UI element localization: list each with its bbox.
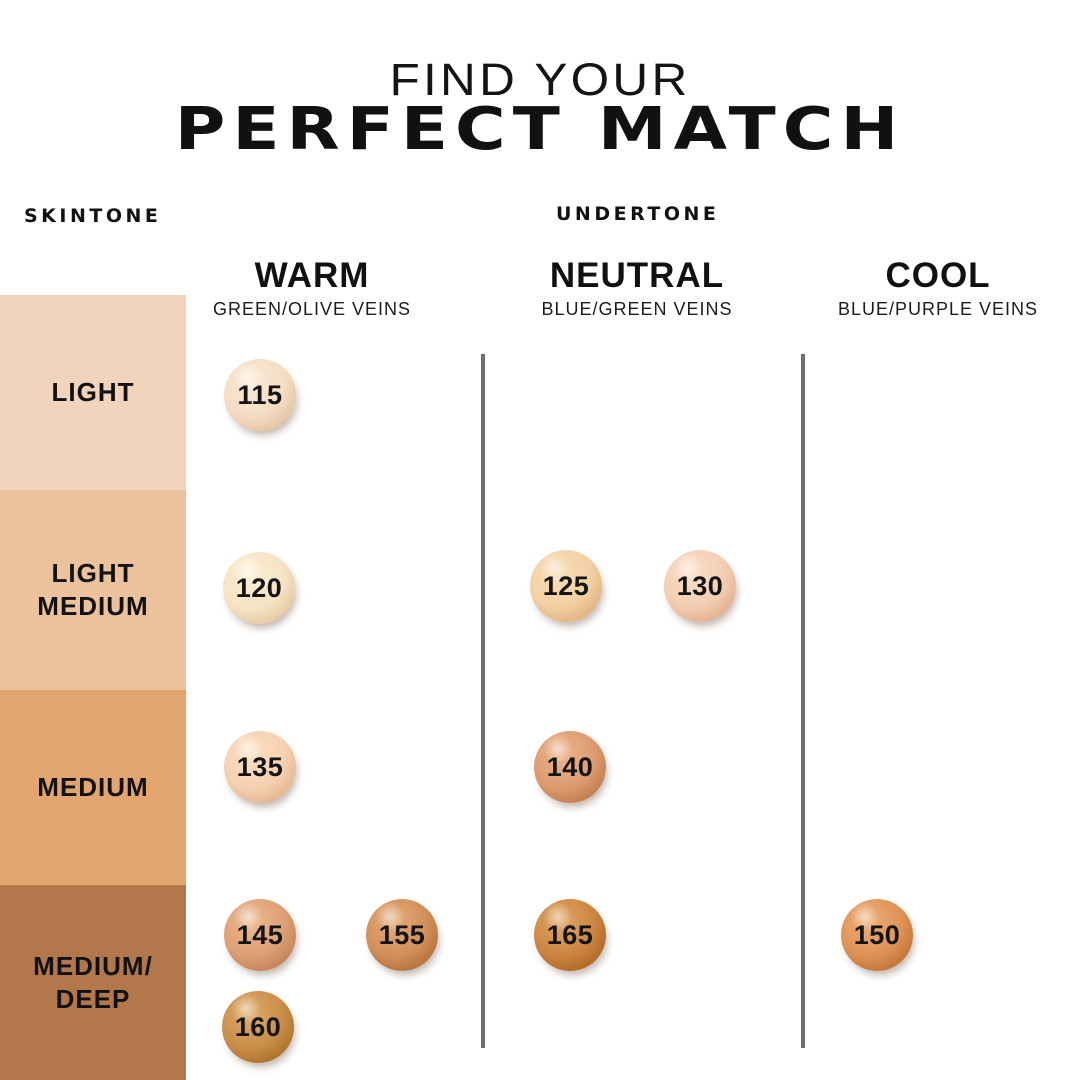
shade-drop-165: 165 [534,899,606,971]
shade-number: 165 [546,919,594,950]
skintone-swatch-medium: MEDIUM [0,690,186,885]
skintone-name-line: MEDIUM [37,772,149,802]
shade-drop-120: 120 [223,552,295,624]
skintone-swatch-light-medium: LIGHT MEDIUM [0,490,186,690]
shade-drop-155: 155 [366,899,438,971]
skintone-swatch-light: LIGHT [0,295,186,490]
shade-number: 115 [237,379,283,410]
undertone-name: NEUTRAL [549,256,725,295]
skintone-name-line: LIGHT [51,558,135,588]
undertone-veins-description: GREEN/OLIVE VEINS [212,299,412,319]
shade-drop-125: 125 [530,550,602,622]
page-title: PERFECT MATCH [174,94,906,163]
column-header-cool: COOL BLUE/PURPLE VEINS [758,256,1080,320]
shade-drop-115: 115 [224,359,296,431]
shade-drop-160: 160 [222,991,294,1063]
skintone-name-line: MEDIUM/ [33,950,153,981]
skintone-swatch-medium-deep: MEDIUM/DEEP [0,885,186,1080]
neutral-cool-divider-line [801,354,805,1048]
shade-number: 130 [676,570,724,601]
column-header-warm: WARM GREEN/OLIVE VEINS [132,256,492,320]
skintone-name-line: MEDIUM [37,591,149,621]
skintone-name-line: LIGHT [51,377,135,407]
undertone-name: COOL [885,256,991,295]
undertone-veins-description: BLUE/PURPLE VEINS [837,299,1039,319]
shade-number: 140 [546,751,594,782]
undertone-axis-label: UNDERTONE [556,203,720,225]
shade-number: 160 [234,1011,282,1042]
shade-drop-140: 140 [534,731,606,803]
shade-number: 150 [853,919,901,950]
shade-number: 135 [236,751,284,782]
undertone-veins-description: BLUE/GREEN VEINS [541,299,733,319]
shade-drop-145: 145 [224,899,296,971]
skintone-axis-label: SKINTONE [24,205,162,227]
warm-neutral-divider-line [481,354,485,1048]
shade-number: 125 [542,570,590,601]
title-eyebrow: FIND YOUR [389,54,691,105]
shade-drop-130: 130 [664,550,736,622]
shade-number: 155 [378,919,426,950]
shade-drop-150: 150 [841,899,913,971]
shade-number: 120 [235,572,283,603]
column-header-neutral: NEUTRAL BLUE/GREEN VEINS [457,256,817,320]
shade-drop-135: 135 [224,731,296,803]
shade-number: 145 [236,919,284,950]
skintone-name-line: DEEP [55,983,131,1014]
undertone-name: WARM [254,256,370,295]
